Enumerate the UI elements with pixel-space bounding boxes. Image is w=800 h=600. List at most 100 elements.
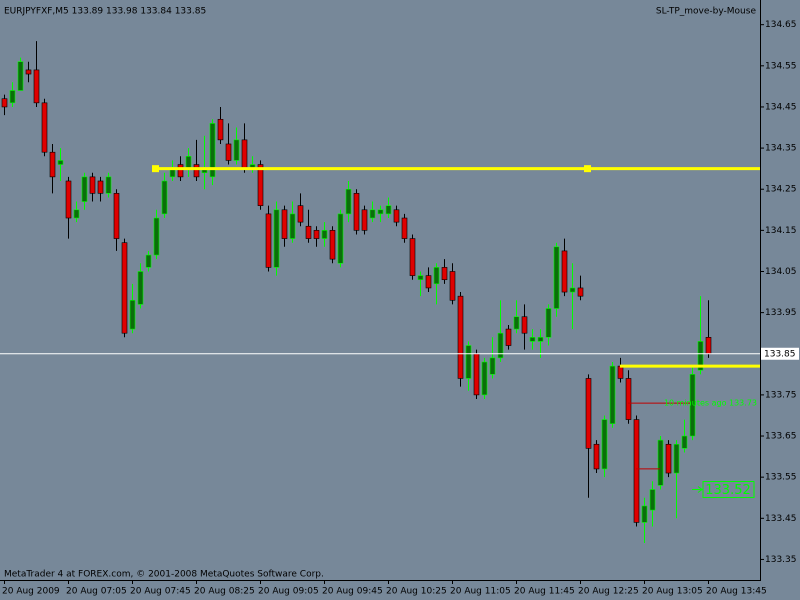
level-label: 10 minutes ago 133.73 bbox=[664, 399, 757, 408]
candle-body bbox=[153, 217, 160, 256]
candle-body bbox=[273, 209, 280, 268]
candle-body bbox=[225, 143, 232, 161]
candle-body bbox=[281, 209, 288, 239]
candle-body bbox=[41, 102, 48, 153]
candle-body bbox=[601, 419, 608, 470]
candle-body bbox=[585, 378, 592, 449]
candle-body bbox=[489, 357, 496, 375]
candle-body bbox=[401, 217, 408, 239]
candle-body bbox=[497, 332, 504, 359]
level-handle bbox=[584, 165, 591, 173]
candle-body bbox=[145, 254, 152, 268]
candle-body bbox=[337, 213, 344, 264]
candle-body bbox=[57, 160, 64, 165]
candle-body bbox=[577, 287, 584, 297]
x-tick-label: 20 Aug 13:45 bbox=[706, 587, 767, 597]
current-price-tag bbox=[761, 347, 799, 360]
price-box bbox=[702, 481, 755, 499]
candle-body bbox=[193, 164, 200, 178]
candle-body bbox=[473, 353, 480, 396]
candle-body bbox=[625, 378, 632, 420]
candle-body bbox=[465, 345, 472, 379]
candle-body bbox=[265, 213, 272, 268]
x-tick-label: 20 Aug 07:45 bbox=[130, 587, 191, 597]
candle-body bbox=[161, 180, 168, 215]
candle-body bbox=[689, 374, 696, 437]
candle-body bbox=[593, 443, 600, 470]
x-tick-label: 20 Aug 09:05 bbox=[258, 587, 319, 597]
candle-body bbox=[313, 230, 320, 239]
candle-body bbox=[241, 139, 248, 169]
x-tick-label: 20 Aug 13:05 bbox=[642, 587, 703, 597]
price-box-label: 133.52 bbox=[705, 483, 751, 498]
candle-body bbox=[505, 328, 512, 346]
candle-body bbox=[513, 316, 520, 330]
candle-body bbox=[289, 213, 296, 239]
chart-title: EURJPYFXF,M5 133.89 133.98 133.84 133.85 bbox=[4, 7, 206, 17]
y-tick-label: 133.55 bbox=[765, 473, 797, 483]
x-tick-label: 20 Aug 11:45 bbox=[514, 587, 575, 597]
candle-body bbox=[417, 275, 424, 281]
y-tick-label: 134.15 bbox=[765, 226, 797, 236]
candle-body bbox=[457, 295, 464, 379]
candle-body bbox=[49, 151, 56, 178]
y-tick-label: 134.35 bbox=[765, 144, 797, 154]
candle-body bbox=[297, 205, 304, 223]
candle-body bbox=[561, 250, 568, 293]
candle-body bbox=[25, 69, 32, 75]
candle-body bbox=[97, 180, 104, 194]
candle-body bbox=[209, 123, 216, 178]
candle-body bbox=[129, 299, 136, 330]
price-arrow-head bbox=[697, 486, 703, 493]
y-tick-label: 134.45 bbox=[765, 102, 797, 112]
candle-body bbox=[553, 246, 560, 309]
candle-body bbox=[73, 209, 80, 219]
candle-body bbox=[529, 337, 536, 342]
candle-body bbox=[257, 164, 264, 206]
candle-body bbox=[89, 176, 96, 194]
x-tick-label: 20 Aug 10:25 bbox=[386, 587, 447, 597]
candle-body bbox=[681, 435, 688, 449]
candle-body bbox=[81, 176, 88, 202]
candle-body bbox=[441, 267, 448, 281]
candle-body bbox=[425, 275, 432, 289]
candle-body bbox=[369, 209, 376, 219]
y-tick-label: 134.05 bbox=[765, 267, 797, 277]
candle-body bbox=[233, 139, 240, 161]
candle-body bbox=[673, 443, 680, 474]
candle-body bbox=[641, 505, 648, 523]
candle-body bbox=[657, 439, 664, 486]
candle-body bbox=[665, 443, 672, 474]
x-tick-label: 20 Aug 11:05 bbox=[450, 587, 511, 597]
candle-body bbox=[705, 337, 712, 355]
y-tick-label: 134.25 bbox=[765, 185, 797, 195]
candle-body bbox=[633, 419, 640, 523]
candle-body bbox=[113, 193, 120, 239]
candle-body bbox=[537, 337, 544, 342]
candle-body bbox=[385, 205, 392, 215]
candle-body bbox=[393, 209, 400, 223]
candle-body bbox=[329, 230, 336, 260]
candle-body bbox=[177, 164, 184, 178]
candle-body bbox=[105, 176, 112, 194]
candle-body bbox=[649, 489, 656, 511]
x-tick-label: 20 Aug 2009 bbox=[2, 587, 60, 597]
y-tick-label: 134.65 bbox=[765, 20, 797, 30]
x-tick-label: 20 Aug 07:05 bbox=[66, 587, 127, 597]
y-tick-label: 133.65 bbox=[765, 432, 797, 442]
y-tick-label: 133.75 bbox=[765, 390, 797, 400]
candle-body bbox=[353, 193, 360, 231]
y-tick-label: 134.55 bbox=[765, 61, 797, 71]
candle-body bbox=[121, 242, 128, 334]
candle-body bbox=[545, 308, 552, 338]
x-tick-label: 20 Aug 08:25 bbox=[194, 587, 255, 597]
y-tick-label: 133.95 bbox=[765, 308, 797, 318]
footer: MetaTrader 4 at FOREX.com, © 2001-2008 M… bbox=[4, 570, 324, 580]
x-tick-label: 20 Aug 09:45 bbox=[322, 587, 383, 597]
candle-body bbox=[321, 230, 328, 239]
candle-body bbox=[185, 156, 192, 169]
candle-body bbox=[481, 361, 488, 396]
